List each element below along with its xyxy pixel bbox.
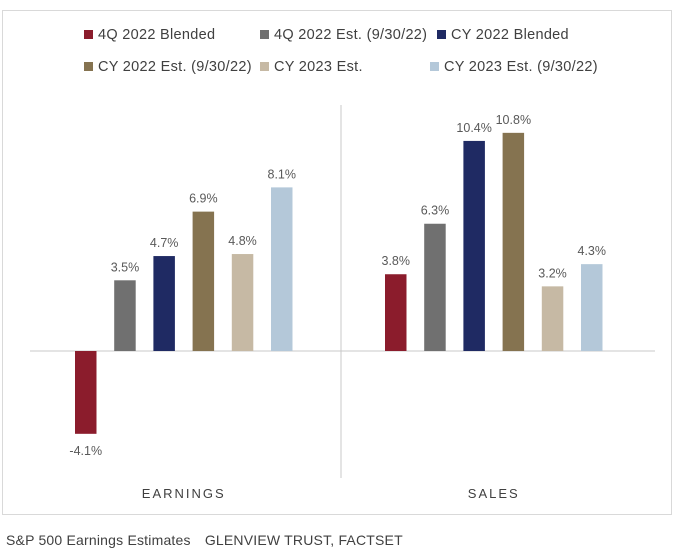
data-label: 4.7%: [150, 236, 179, 250]
data-label: 3.5%: [111, 260, 140, 274]
data-label: 4.8%: [228, 234, 257, 248]
data-label: 10.4%: [456, 121, 491, 135]
bar: [271, 187, 293, 351]
data-label: 6.9%: [189, 192, 218, 206]
bar: [231, 254, 254, 351]
data-label: -4.1%: [69, 444, 102, 458]
data-label: 10.8%: [496, 113, 531, 127]
bar-chart: 4Q 2022 Blended 4Q 2022 Est. (9/30/22) CY …: [30, 27, 655, 501]
legend-swatch: [84, 30, 93, 39]
bar: [463, 140, 485, 351]
legend-label: CY 2022 Blended: [451, 27, 569, 43]
legend-label: CY 2022 Est. (9/30/22): [98, 59, 252, 75]
legend-swatch: [260, 62, 269, 71]
legend-swatch: [84, 62, 93, 71]
data-label: 3.2%: [538, 266, 567, 280]
legend-swatch: [430, 62, 439, 71]
bar: [153, 256, 175, 351]
chart-frame: [2, 10, 672, 515]
bar: [424, 223, 446, 351]
legend-label: 4Q 2022 Blended: [98, 27, 215, 43]
legend-label: CY 2023 Est.: [274, 59, 363, 75]
data-label: 6.3%: [421, 204, 450, 218]
category-label: SALES: [468, 486, 520, 501]
legend-label: 4Q 2022 Est. (9/30/22): [274, 27, 427, 43]
legend-label: CY 2023 Est. (9/30/22): [444, 59, 598, 75]
bar: [192, 211, 215, 351]
caption-source: GLENVIEW TRUST, FACTSET: [204, 532, 403, 548]
legend-swatch: [437, 30, 446, 39]
caption-title: S&P 500 Earnings Estimates: [6, 532, 191, 548]
bar: [75, 351, 97, 434]
bar: [541, 286, 564, 351]
legend-swatch: [260, 30, 269, 39]
chart-caption: S&P 500 Earnings Estimates GLENVIEW TRUS…: [6, 532, 413, 548]
bar: [581, 264, 603, 351]
bar: [502, 132, 525, 351]
category-label: EARNINGS: [142, 486, 226, 501]
data-label: 3.8%: [382, 254, 411, 268]
data-label: 8.1%: [268, 167, 297, 181]
bar: [385, 274, 407, 351]
bar: [114, 280, 136, 351]
data-label: 4.3%: [578, 244, 607, 258]
